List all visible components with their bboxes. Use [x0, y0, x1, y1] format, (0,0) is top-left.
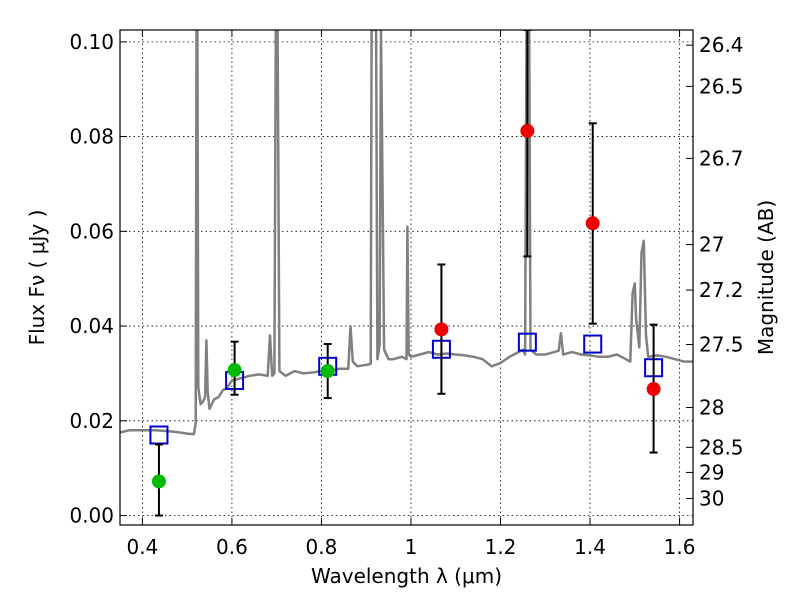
x-tick-label: 1	[405, 535, 418, 559]
x-tick-label: 0.6	[216, 535, 248, 559]
y-tick-label: 0.00	[69, 504, 114, 528]
right-tick-label: 26.7	[699, 146, 744, 170]
model-square-point	[583, 334, 603, 354]
x-tick-label: 1.4	[574, 535, 606, 559]
right-tick-label: 28	[699, 396, 724, 420]
y-tick-label: 0.08	[69, 125, 114, 149]
right-tick-label: 30	[699, 486, 724, 510]
spectrum-line	[120, 30, 693, 436]
x-tick-label: 0.4	[126, 535, 158, 559]
right-tick-label: 29	[699, 460, 724, 484]
right-tick-label: 26.4	[699, 33, 744, 57]
red-data-point	[646, 382, 661, 397]
axis-ticks: 0.4 0.6 0.8 1 1.2 1.4 1.6 0.00 0.02 0.04 0.06 0.08 0…	[69, 30, 743, 559]
plot-area	[120, 30, 693, 517]
red-data-point	[520, 123, 535, 138]
green-data-point	[227, 363, 242, 378]
plot-frame	[119, 29, 694, 526]
x-tick-label: 1.2	[485, 535, 517, 559]
green-data-point	[151, 474, 166, 489]
x-tick-label: 0.8	[306, 535, 338, 559]
x-tick-label: 1.6	[664, 535, 696, 559]
grid	[120, 30, 693, 525]
y-tick-label: 0.04	[69, 314, 114, 338]
red-data-point	[585, 216, 600, 231]
model-square-point	[517, 332, 537, 352]
red-data-point	[434, 322, 449, 337]
x-axis-label: Wavelength λ (μm)	[311, 564, 502, 588]
right-tick-label: 27	[699, 233, 724, 257]
right-tick-label: 26.5	[699, 74, 744, 98]
y-axis-right-label: Magnitude (AB)	[754, 200, 778, 355]
y-tick-label: 0.10	[69, 30, 114, 54]
y-tick-label: 0.06	[69, 219, 114, 243]
y-axis-label: Flux Fν ( μJy )	[25, 210, 49, 346]
right-tick-label: 27.2	[699, 278, 744, 302]
green-data-point	[320, 364, 335, 379]
y-tick-label: 0.02	[69, 409, 114, 433]
right-tick-label: 28.5	[699, 435, 744, 459]
right-tick-label: 27.5	[699, 333, 744, 357]
